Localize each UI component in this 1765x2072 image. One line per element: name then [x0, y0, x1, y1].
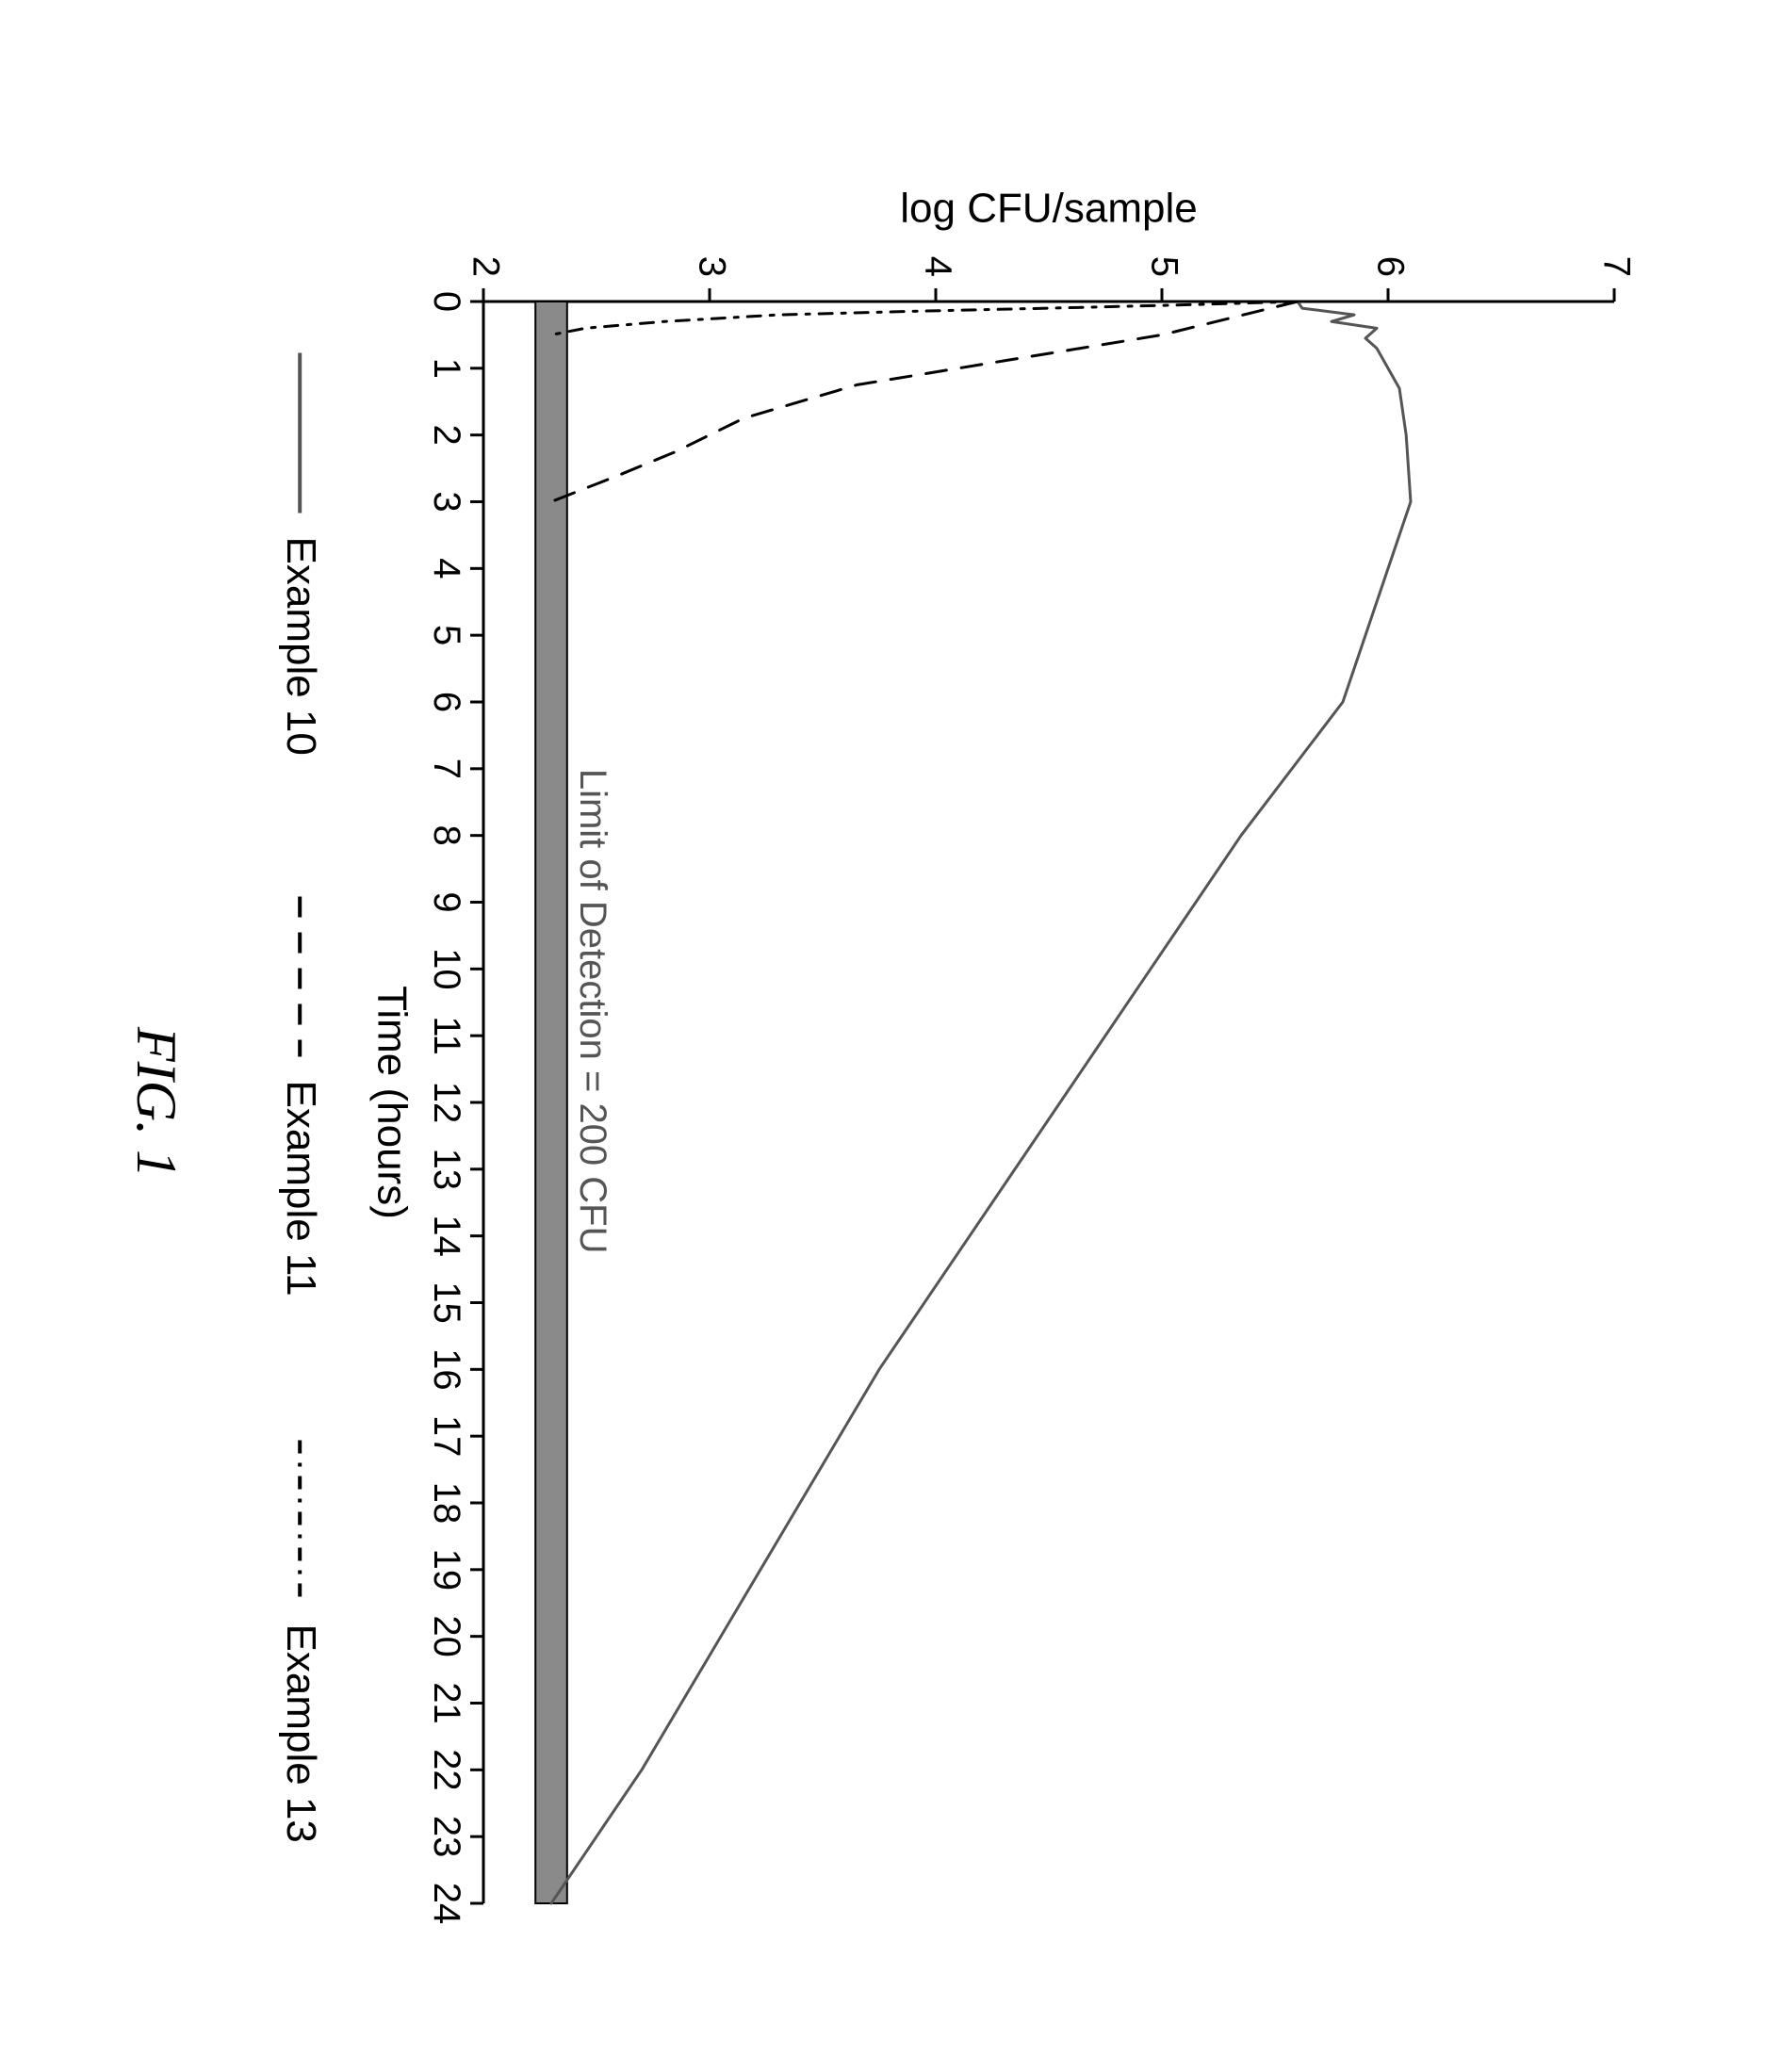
x-tick-label: 0: [426, 290, 467, 311]
x-tick-label: 6: [426, 691, 467, 711]
x-tick-label: 21: [426, 1682, 467, 1724]
y-tick-label: 2: [465, 255, 506, 276]
x-tick-label: 23: [426, 1815, 467, 1857]
x-tick-label: 24: [426, 1882, 467, 1924]
x-tick-label: 20: [426, 1615, 467, 1657]
chart-svg: 234567log CFU/sample01234567891011121314…: [119, 132, 1652, 1941]
page: 234567log CFU/sample01234567891011121314…: [0, 0, 1765, 2072]
y-tick-label: 7: [1595, 255, 1637, 276]
y-tick-label: 4: [917, 255, 958, 276]
lod-label: Limit of Detection = 200 CFU: [571, 768, 613, 1253]
x-tick-label: 18: [426, 1481, 467, 1524]
x-tick-label: 2: [426, 424, 467, 445]
x-tick-label: 9: [426, 891, 467, 912]
y-tick-label: 3: [691, 255, 732, 276]
x-tick-label: 16: [426, 1348, 467, 1391]
x-tick-label: 10: [426, 948, 467, 989]
x-tick-label: 11: [426, 1016, 467, 1055]
series-line: [551, 302, 1411, 1903]
x-tick-label: 17: [426, 1414, 467, 1457]
y-axis-label: log CFU/sample: [900, 185, 1197, 231]
legend-label: Example 13: [278, 1623, 324, 1842]
figure-caption: FIG. 1: [125, 1026, 188, 1178]
legend-label: Example 10: [278, 536, 324, 755]
x-axis-label: Time (hours): [368, 986, 415, 1219]
x-tick-label: 1: [426, 357, 467, 378]
x-tick-label: 15: [426, 1281, 467, 1324]
series-line: [551, 302, 1298, 502]
x-tick-label: 8: [426, 824, 467, 845]
x-tick-label: 4: [426, 558, 467, 579]
rotated-chart-container: 234567log CFU/sample01234567891011121314…: [114, 132, 1652, 1941]
x-tick-label: 7: [426, 758, 467, 778]
x-tick-label: 13: [426, 1148, 467, 1190]
y-tick-label: 5: [1143, 255, 1185, 276]
x-tick-label: 19: [426, 1548, 467, 1591]
y-tick-label: 6: [1369, 255, 1411, 276]
x-tick-label: 14: [426, 1215, 467, 1257]
x-tick-label: 3: [426, 491, 467, 512]
lod-band: [535, 302, 567, 1903]
x-tick-label: 12: [426, 1081, 467, 1123]
x-tick-label: 22: [426, 1749, 467, 1791]
legend-label: Example 11: [278, 1080, 324, 1296]
x-tick-label: 5: [426, 625, 467, 645]
